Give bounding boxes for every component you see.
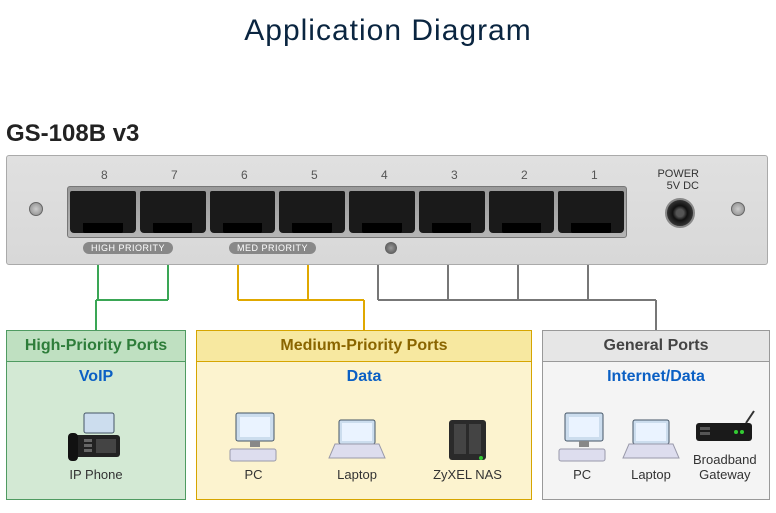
power-label: POWER5V DC	[657, 168, 699, 192]
ethernet-port	[558, 191, 624, 233]
device-label: PC	[244, 468, 262, 482]
gateway-icon	[692, 389, 757, 449]
power-jack-icon	[665, 198, 695, 228]
port-number: 3	[451, 168, 458, 182]
priority-label: HIGH PRIORITY	[83, 242, 173, 254]
port-number: 2	[521, 168, 528, 182]
device-label: IP Phone	[69, 468, 122, 482]
screw-icon	[29, 202, 43, 216]
device-label: Laptop	[337, 468, 377, 482]
laptop-icon	[621, 404, 681, 464]
nas-icon	[445, 404, 490, 464]
section-title: Medium-Priority Ports	[197, 331, 531, 362]
section-subtitle: Data	[197, 362, 531, 392]
section-title: High-Priority Ports	[7, 331, 185, 362]
screw-icon	[385, 242, 397, 254]
section-subtitle: Internet/Data	[543, 362, 769, 392]
device-laptop: Laptop	[327, 404, 387, 482]
ip-phone-icon	[66, 404, 126, 464]
device-label: Broadband Gateway	[693, 453, 757, 482]
device-gateway: Broadband Gateway	[692, 389, 757, 482]
device-ip-phone: IP Phone	[66, 404, 126, 482]
section-subtitle: VoIP	[7, 362, 185, 392]
device-laptop: Laptop	[621, 404, 681, 482]
port-number: 6	[241, 168, 248, 182]
port-number: 7	[171, 168, 178, 182]
port-number: 1	[591, 168, 598, 182]
ethernet-port	[70, 191, 136, 233]
device-nas: ZyXEL NAS	[433, 404, 502, 482]
port-strip	[67, 186, 627, 238]
section-title: General Ports	[543, 331, 769, 362]
pc-icon	[226, 404, 281, 464]
section-high-priority: High-Priority Ports VoIP IP Phone	[6, 330, 186, 500]
ethernet-port	[419, 191, 485, 233]
ethernet-port	[140, 191, 206, 233]
laptop-icon	[327, 404, 387, 464]
ethernet-port	[489, 191, 555, 233]
pc-icon	[555, 404, 610, 464]
device-label: ZyXEL NAS	[433, 468, 502, 482]
device-label: PC	[573, 468, 591, 482]
device-pc: PC	[226, 404, 281, 482]
model-label: GS-108B v3	[6, 120, 139, 148]
priority-label: MED PRIORITY	[229, 242, 316, 254]
section-medium-priority: Medium-Priority Ports Data PC Laptop ZyXEL…	[196, 330, 532, 500]
ethernet-port	[279, 191, 345, 233]
screw-icon	[731, 202, 745, 216]
port-number: 4	[381, 168, 388, 182]
ethernet-port	[210, 191, 276, 233]
ethernet-port	[349, 191, 415, 233]
port-number: 8	[101, 168, 108, 182]
device-label: Laptop	[631, 468, 671, 482]
section-general: General Ports Internet/Data PC Laptop Broa…	[542, 330, 770, 500]
page-title: Application Diagram	[0, 0, 776, 48]
device-pc: PC	[555, 404, 610, 482]
switch-unit: 8 7 6 5 4 3 2 1 HIGH PRIORITY MED PRIORITY POWER…	[6, 155, 768, 265]
port-number: 5	[311, 168, 318, 182]
